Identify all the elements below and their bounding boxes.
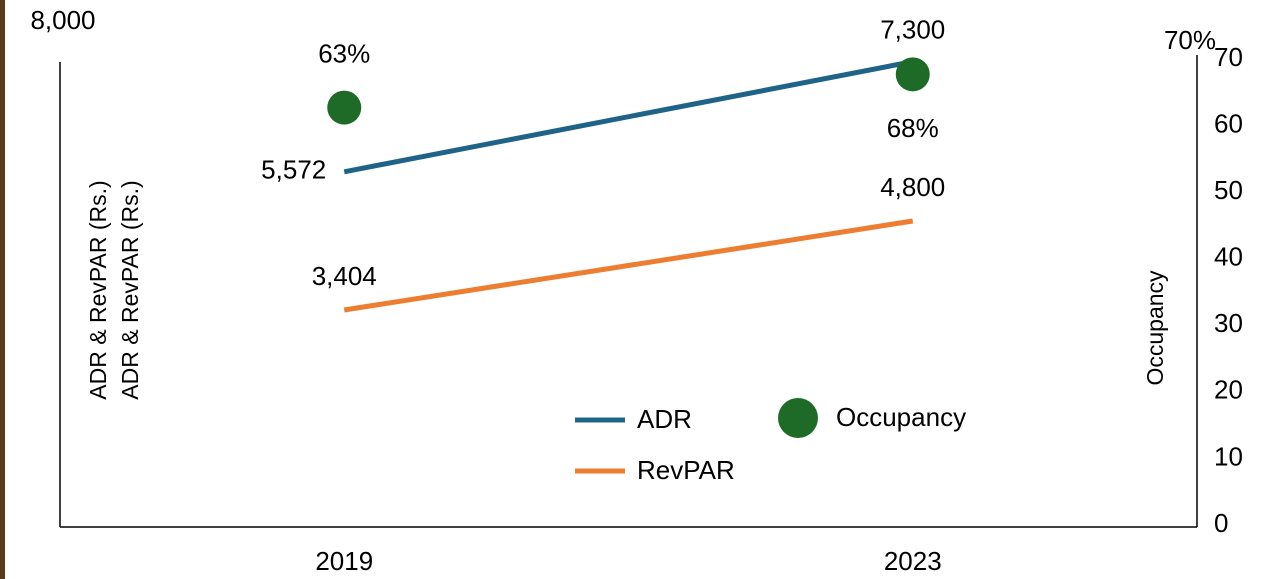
data-label: 68% [887, 113, 939, 143]
y2-tick-label: 30 [1214, 308, 1243, 338]
y2-tick-label: 10 [1214, 441, 1243, 471]
y-axis-title: ADR & RevPAR (Rs.) [117, 180, 143, 399]
data-label: 3,404 [312, 261, 377, 291]
legend-label: ADR [637, 404, 692, 434]
y2-tick-label: 40 [1214, 242, 1243, 272]
y2-tick-label: 0 [1214, 508, 1228, 538]
y2-tick-label: 70 [1214, 42, 1243, 72]
legend-label: Occupancy [836, 402, 966, 432]
y2-axis-title: Occupancy [1142, 270, 1168, 386]
legend-label: RevPAR [637, 455, 735, 485]
data-label: 7,300 [880, 15, 945, 45]
x-tick-label: 2023 [884, 546, 942, 576]
line [343, 218, 914, 313]
data-label: 4,800 [880, 172, 945, 202]
marker [327, 90, 362, 125]
line [343, 59, 914, 175]
data-label: 63% [318, 38, 370, 68]
data-label: 5,572 [261, 155, 326, 185]
legend-swatch [778, 398, 818, 438]
y-axis-title: ADR & RevPAR (Rs.) [85, 180, 111, 399]
y2-top-label: 70% [1164, 25, 1216, 55]
y2-tick-label: 60 [1214, 108, 1243, 138]
y2-tick-label: 50 [1214, 175, 1243, 205]
edge-strip [0, 0, 5, 579]
marker [895, 57, 930, 92]
y2-tick-label: 20 [1214, 375, 1243, 405]
x-tick-label: 2019 [315, 546, 373, 576]
y-tick-label: 8,000 [30, 5, 95, 35]
